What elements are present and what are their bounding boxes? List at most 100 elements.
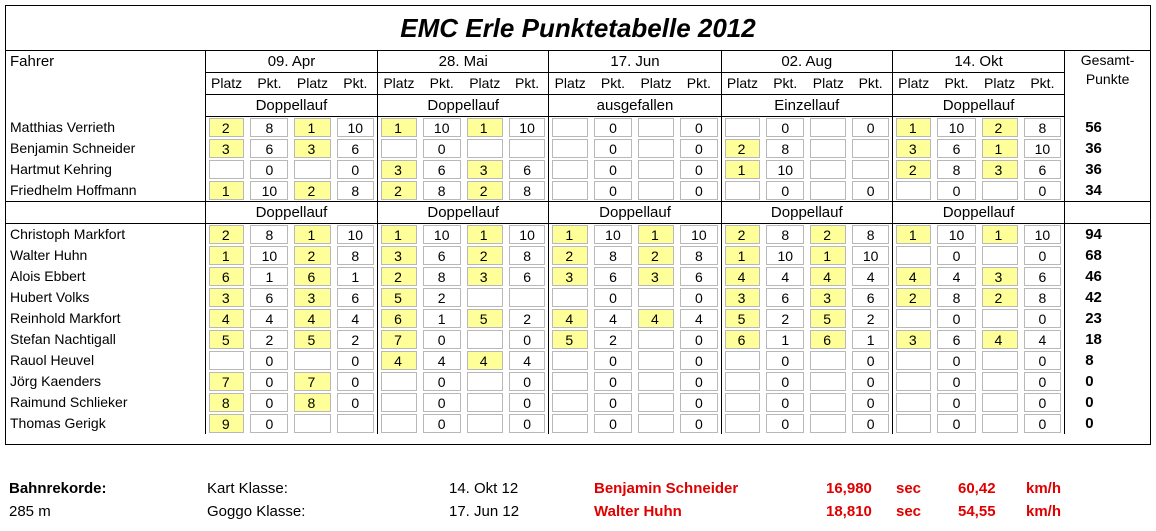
points-cell: 8 xyxy=(763,138,807,159)
record-date: 14. Okt 12 xyxy=(449,480,519,497)
placement-value: 7 xyxy=(381,330,417,349)
points-value: 0 xyxy=(766,393,805,412)
placement-value xyxy=(810,139,847,158)
driver-name: Stefan Nachtigall xyxy=(6,329,206,350)
race-type-label: Doppellauf xyxy=(377,201,550,224)
placement-value: 9 xyxy=(208,414,245,433)
points-cell: 10 xyxy=(934,224,978,246)
points-value: 8 xyxy=(680,246,718,265)
points-value: 0 xyxy=(336,393,375,412)
points-value: 10 xyxy=(336,225,375,244)
points-value: 0 xyxy=(937,372,976,391)
placement-value: 2 xyxy=(294,246,331,265)
placement-cell: 3 xyxy=(378,159,420,180)
placement-cell xyxy=(549,138,591,159)
race-type-label: Doppellauf xyxy=(892,94,1066,117)
placement-cell: 3 xyxy=(979,159,1021,180)
points-value: 0 xyxy=(766,414,805,433)
placement-value: 2 xyxy=(208,118,245,137)
placement-cell: 1 xyxy=(464,117,506,139)
table-row: Rauol Heuvel 0 0 4 4 4 4 0 0 0 0 0 0 8 xyxy=(6,350,1150,371)
points-cell xyxy=(849,138,893,159)
total-points: 23 xyxy=(1085,310,1102,327)
points-cell: 0 xyxy=(677,413,722,434)
track-length: 285 m xyxy=(9,503,51,520)
placement-cell xyxy=(979,392,1021,413)
points-cell: 10 xyxy=(1020,223,1066,245)
placement-value xyxy=(724,351,761,370)
placement-cell: 1 xyxy=(378,224,420,246)
points-cell: 8 xyxy=(420,266,464,287)
placement-cell: 2 xyxy=(378,266,420,287)
placement-cell xyxy=(291,159,333,180)
points-value: 8 xyxy=(508,181,546,200)
placement-value: 5 xyxy=(552,330,588,349)
points-cell: 8 xyxy=(505,245,550,266)
placement-value xyxy=(638,393,675,412)
driver-name: Hubert Volks xyxy=(6,287,206,308)
points-value: 2 xyxy=(852,309,889,328)
points-value: 0 xyxy=(937,351,976,370)
points-cell: 4 xyxy=(420,350,464,371)
points-value: 0 xyxy=(1023,351,1062,370)
points-cell: 0 xyxy=(333,392,379,413)
placement-value xyxy=(724,393,761,412)
points-value: 0 xyxy=(250,351,289,370)
points-value xyxy=(336,414,375,433)
points-value xyxy=(852,160,889,179)
points-value: 2 xyxy=(250,330,289,349)
points-value: 2 xyxy=(422,288,461,307)
placement-value: 8 xyxy=(208,393,245,412)
placement-value: 2 xyxy=(638,246,675,265)
total-points: 0 xyxy=(1085,394,1094,411)
points-cell: 6 xyxy=(934,138,978,159)
points-cell: 8 xyxy=(420,180,464,202)
points-cell: 4 xyxy=(1020,329,1066,350)
placement-value xyxy=(552,393,588,412)
points-value: 8 xyxy=(250,225,289,244)
points-value: 8 xyxy=(937,288,976,307)
placement-cell xyxy=(635,287,677,308)
table-row: Hubert Volks 3 6 3 6 5 2 0 0 3 6 3 6 2 8 2 8 42 xyxy=(6,287,1150,308)
points-value: 4 xyxy=(937,267,976,286)
placement-cell xyxy=(464,329,506,350)
points-value: 1 xyxy=(852,330,889,349)
record-speed-unit: km/h xyxy=(1026,480,1062,497)
placement-cell xyxy=(807,180,849,202)
placement-cell xyxy=(807,413,849,434)
placement-cell: 1 xyxy=(721,159,763,180)
points-cell: 6 xyxy=(247,287,291,308)
points-cell: 4 xyxy=(849,266,893,287)
placement-value xyxy=(895,309,932,328)
race-type-label: Doppellauf xyxy=(892,201,1066,224)
placement-value: 1 xyxy=(294,225,331,244)
record-driver: Benjamin Schneider xyxy=(594,480,739,497)
placement-cell: 4 xyxy=(635,308,677,329)
points-cell: 8 xyxy=(677,245,722,266)
points-value: 4 xyxy=(422,351,461,370)
points-value: 6 xyxy=(508,267,546,286)
placement-cell: 1 xyxy=(892,224,934,246)
points-cell: 0 xyxy=(677,287,722,308)
records-label: Bahnrekorde: xyxy=(9,480,107,497)
placement-cell xyxy=(892,413,934,434)
points-cell: 0 xyxy=(1020,245,1066,266)
placement-cell: 3 xyxy=(721,287,763,308)
placement-cell xyxy=(635,329,677,350)
placement-cell xyxy=(979,350,1021,371)
points-cell: 0 xyxy=(677,159,722,180)
points-cell: 0 xyxy=(591,287,635,308)
placement-value xyxy=(638,330,675,349)
points-subheader: Pkt. xyxy=(763,72,808,95)
points-cell: 10 xyxy=(247,180,291,202)
points-cell: 6 xyxy=(677,266,722,287)
points-value: 8 xyxy=(1023,118,1062,137)
placement-value: 1 xyxy=(981,225,1018,244)
placement-cell: 5 xyxy=(549,329,591,350)
placement-cell: 1 xyxy=(378,117,420,139)
placement-cell: 4 xyxy=(892,266,934,287)
placement-cell: 3 xyxy=(205,138,247,159)
placement-cell: 3 xyxy=(892,138,934,159)
table-row: Friedhelm Hoffmann 1 10 2 8 2 8 2 8 0 0 0 0 0 0 34 xyxy=(6,180,1150,202)
placement-cell: 4 xyxy=(205,308,247,329)
